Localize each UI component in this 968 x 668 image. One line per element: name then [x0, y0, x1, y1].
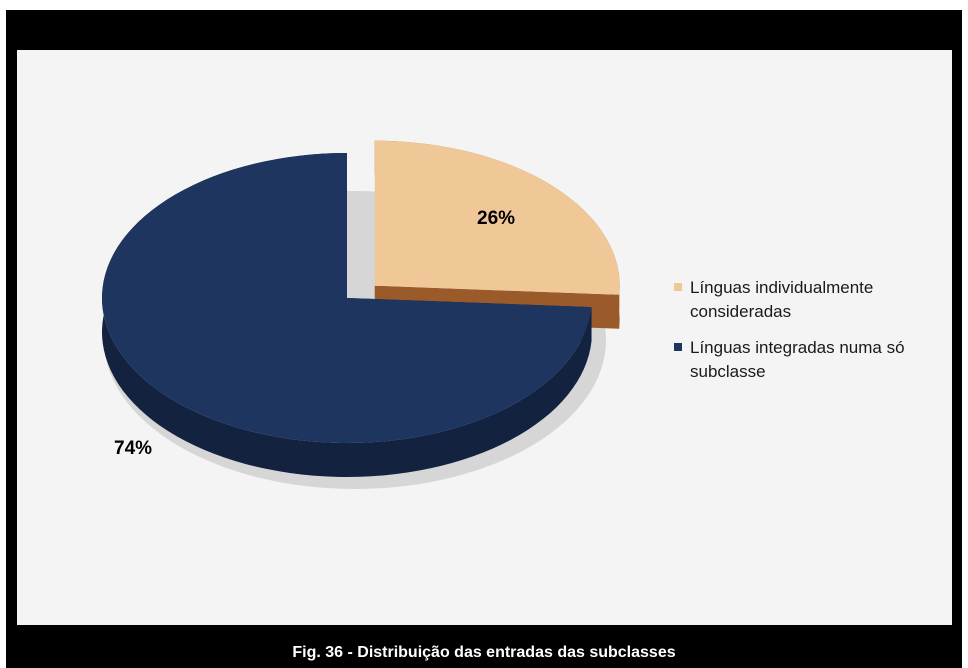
pie-chart [101, 140, 620, 489]
legend-marker-integrated [674, 343, 682, 351]
plot-area: 26% 74% Línguas individualmente consider… [17, 50, 952, 625]
slice-group-1 [101, 153, 592, 477]
data-label-26: 26% [477, 208, 516, 229]
legend-marker-individual [674, 283, 682, 291]
legend-item-individual: Línguas individualmente consideradas [672, 276, 952, 324]
legend-label-individual: Línguas individualmente consideradas [690, 278, 874, 321]
legend-label-integrated: Línguas integradas numa só subclasse [690, 338, 905, 381]
data-label-74: 74% [114, 438, 153, 459]
figure-caption: Fig. 36 - Distribuição das entradas das … [292, 644, 676, 661]
legend-item-integrated: Línguas integradas numa só subclasse [672, 336, 952, 384]
slice-top-0 [374, 140, 620, 295]
slice-top-1 [101, 153, 592, 444]
legend: Línguas individualmente consideradas Lín… [672, 276, 952, 396]
figure-frame: 26% 74% Línguas individualmente consider… [6, 10, 962, 668]
